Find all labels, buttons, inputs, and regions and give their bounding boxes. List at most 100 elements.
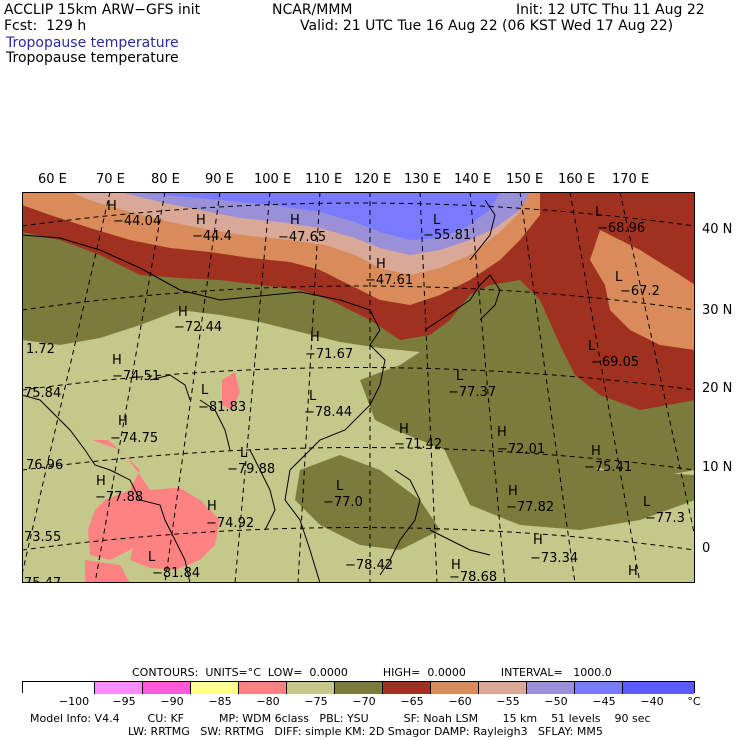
field-name-secondary: Tropopause temperature (6, 50, 179, 66)
colorbar (22, 681, 695, 694)
extremum-marker: H (207, 499, 217, 514)
colorbar-label: −90 (160, 695, 184, 708)
extremum-marker: H (591, 444, 601, 459)
colorbar-cell-minus50 (527, 682, 575, 694)
colorbar-label: −50 (544, 695, 568, 708)
extremum-value: −69.05 (591, 355, 639, 370)
extremum-value: −74.92 (206, 516, 254, 531)
field-band-minus45 (130, 192, 500, 240)
extremum-value: −47.65 (278, 230, 326, 245)
extremum-marker: L (456, 369, 464, 384)
lon-label: 150 E (506, 172, 544, 187)
lon-label: 80 E (151, 172, 180, 187)
extremum-marker: H (399, 422, 409, 437)
extremum-marker: L (240, 446, 248, 461)
extrema-labels: H−44.04 H−44.4H−47.65L−55.81H−47.61L−68.9… (24, 199, 685, 583)
extremum-marker: L (595, 205, 603, 220)
extremum-marker: H (118, 414, 128, 429)
colorbar-label: −60 (448, 695, 472, 708)
extremum-value: −71.42 (394, 437, 442, 452)
colorbar-label: −70 (352, 695, 376, 708)
extremum-marker: H (533, 533, 543, 548)
init-time: Init: 12 UTC Thu 11 Aug 22 (516, 2, 705, 18)
extremum-value: −73.34 (530, 551, 578, 566)
model-title: ACCLIP 15km ARW−GFS init (4, 2, 201, 18)
tropopause-temperature-map: H−44.04 H−44.4H−47.65L−55.81H−47.61L−68.9… (22, 192, 695, 583)
lon-label: 170 E (612, 172, 650, 187)
lon-label: 100 E (254, 172, 292, 187)
extremum-value: −78.68 (449, 570, 497, 583)
colorbar-label: −45 (592, 695, 616, 708)
colorbar-label: −40 (640, 695, 664, 708)
extremum-marker: H (112, 353, 122, 368)
extremum-value: −81.83 (198, 400, 246, 415)
extremum-marker: L (309, 389, 317, 404)
extremum-value: −44.04 (113, 214, 161, 229)
colorbar-cell-minus45 (575, 682, 623, 694)
graticule (22, 192, 695, 583)
extremum-marker: H (508, 484, 518, 499)
field-band-minus80-tibet (222, 372, 240, 410)
extremum-marker: H (628, 564, 638, 579)
colorbar-cell-minus85 (191, 682, 239, 694)
extremum-marker: H (290, 213, 300, 228)
colorbar-cell-minus75 (287, 682, 335, 694)
lat-label: 40 N (702, 222, 733, 237)
colorbar-label: −55 (496, 695, 520, 708)
colorbar-unit: °C (687, 695, 701, 708)
extremum-value: −68.96 (597, 221, 645, 236)
colorbar-cell-minus70 (335, 682, 383, 694)
lon-label: 160 E (558, 172, 596, 187)
extremum-value: −78.44 (304, 405, 352, 420)
valid-time: Valid: 21 UTC Tue 16 Aug 22 (06 KST Wed … (300, 18, 674, 34)
extremum-value: −77.88 (95, 490, 143, 505)
lat-label: 10 N (702, 460, 733, 475)
extremum-marker: H (497, 425, 507, 440)
extremum-value: −75.41 (584, 460, 632, 475)
extremum-marker: L (643, 495, 651, 510)
extremum-value: −71.67 (305, 347, 353, 362)
colorbar-cell-minus40 (623, 682, 694, 694)
lon-label: 140 E (454, 172, 492, 187)
organization: NCAR/MMM (272, 2, 353, 18)
extremum-value: −78.42 (345, 558, 393, 573)
lat-label: 0 (702, 541, 711, 556)
extremum-value: 73.55 (24, 530, 61, 545)
extremum-value: 76.96 (26, 458, 63, 473)
extremum-value: −74.51 (112, 369, 160, 384)
extremum-value: −72.44 (174, 320, 222, 335)
colorbar-cell-minus95 (95, 682, 143, 694)
extremum-marker: L (148, 550, 156, 565)
field-band-minus60-east (590, 230, 695, 350)
extremum-value: −72.01 (497, 442, 545, 457)
extremum-marker: L (433, 213, 441, 228)
extremum-value: −81.84 (152, 566, 200, 581)
lon-label: 90 E (205, 172, 234, 187)
extremum-marker: H (96, 474, 106, 489)
lat-label: 20 N (702, 381, 733, 396)
lon-label: 110 E (305, 172, 343, 187)
colorbar-cell-minus65 (383, 682, 431, 694)
extremum-marker: H (310, 330, 320, 345)
lon-label: 60 E (38, 172, 67, 187)
extremum-value: −74.75 (110, 431, 158, 446)
contour-info: CONTOURS: UNITS=°C LOW= 0.0000 HIGH= 0.0… (132, 666, 612, 679)
lon-label: 130 E (404, 172, 442, 187)
extremum-value: 75.84 (24, 386, 61, 401)
extremum-value: 75.47 (24, 576, 61, 583)
colorbar-label: −95 (112, 695, 136, 708)
extremum-value: −77.37 (448, 385, 496, 400)
extremum-value: −79.88 (227, 462, 275, 477)
colorbar-cell-minus80 (239, 682, 287, 694)
extremum-value: 1.72 (26, 342, 55, 357)
field-name-primary: Tropopause temperature (6, 35, 179, 51)
extremum-marker: H (107, 199, 117, 214)
model-info-line1: Model Info: V4.4 CU: KF MP: WDM 6class P… (30, 712, 651, 725)
extremum-marker: H (451, 558, 461, 573)
extremum-marker: H (376, 257, 386, 272)
extremum-value: −77.0 (323, 495, 363, 510)
extremum-value: −55.81 (423, 228, 471, 243)
colorbar-cell-minus60 (431, 682, 479, 694)
colorbar-label: −85 (208, 695, 232, 708)
extremum-marker: L (336, 479, 344, 494)
